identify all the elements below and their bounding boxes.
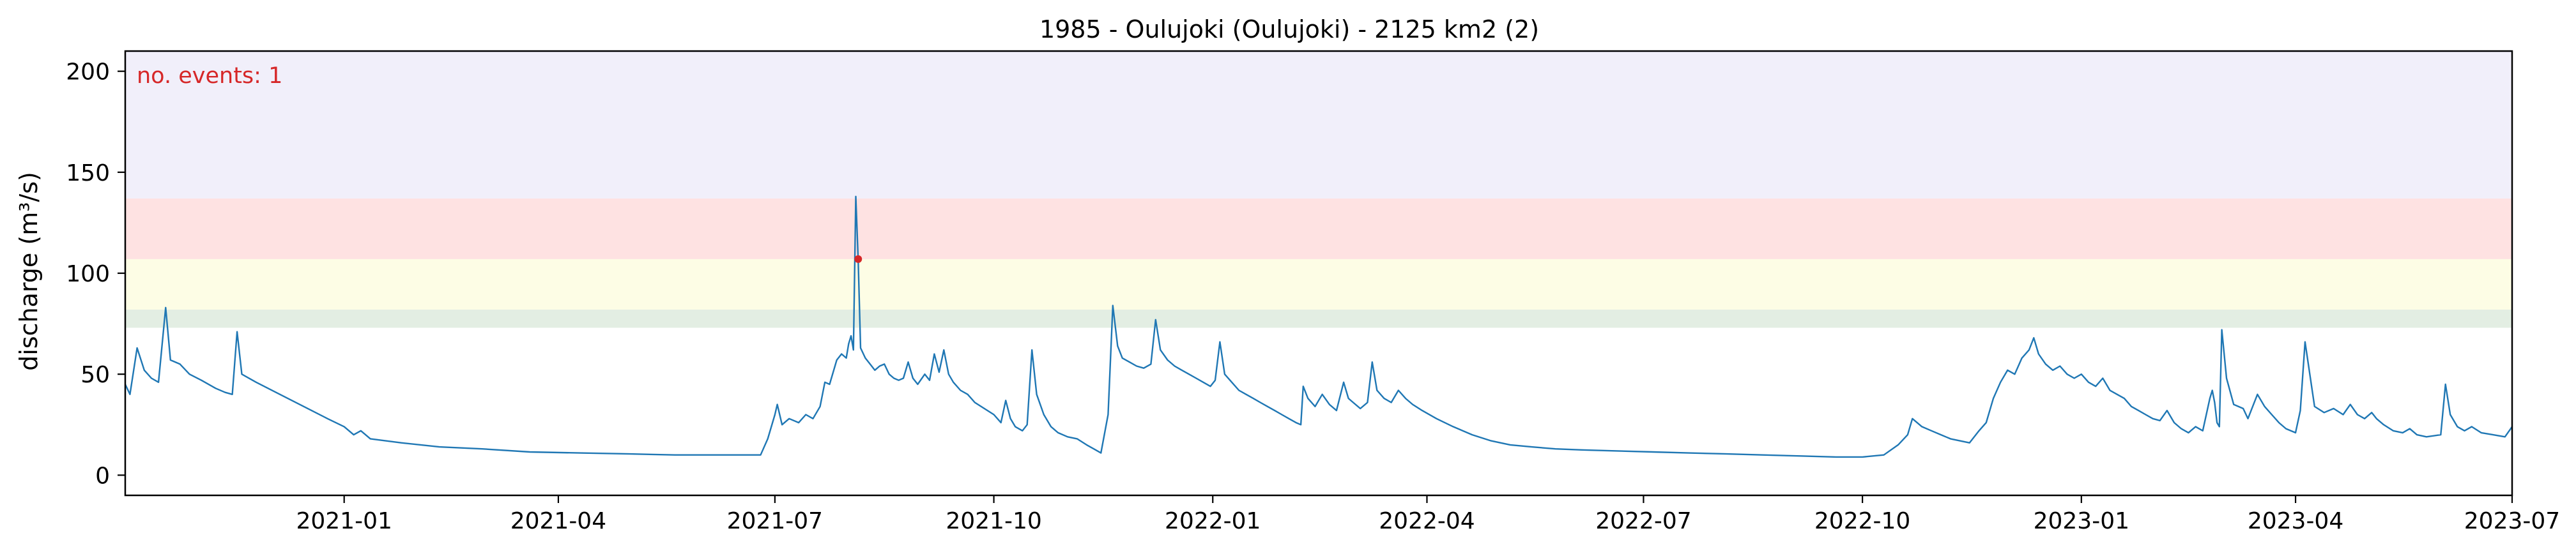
discharge-series-line — [124, 195, 2513, 458]
x-tick-label: 2021-10 — [946, 508, 1041, 534]
threshold-band-0 — [125, 309, 2512, 328]
threshold-bands — [125, 51, 2512, 328]
event-points — [854, 255, 862, 263]
series-layer — [124, 195, 2513, 458]
y-tick-label: 150 — [66, 160, 110, 186]
x-axis: 2021-01 2021-04 2021-07 2021-10 2022-01 2022-… — [296, 495, 2560, 534]
x-tick-label: 2022-04 — [1379, 508, 1475, 534]
y-tick-label: 100 — [66, 261, 110, 287]
threshold-band-2 — [125, 198, 2512, 259]
plot-area — [124, 50, 2513, 497]
events-annotation: no. events: 1 — [137, 63, 282, 89]
threshold-band-1 — [125, 259, 2512, 310]
x-tick-label: 2021-07 — [727, 508, 823, 534]
x-tick-label: 2021-04 — [510, 508, 606, 534]
x-tick-label: 2022-10 — [1814, 508, 1910, 534]
threshold-band-3 — [125, 51, 2512, 199]
y-tick-label: 200 — [66, 59, 110, 86]
x-tick-label: 2022-01 — [1165, 508, 1261, 534]
x-tick-label: 2022-07 — [1595, 508, 1691, 534]
x-tick-label: 2023-04 — [2248, 508, 2343, 534]
x-tick-label: 2023-01 — [2034, 508, 2129, 534]
x-tick-label: 2021-01 — [296, 508, 392, 534]
y-axis-label: discharge (m³/s) — [15, 172, 43, 371]
chart-title: 1985 - Oulujoki (Oulujoki) - 2125 km2 (2… — [1039, 15, 1539, 43]
event-point-0 — [854, 255, 862, 263]
x-tick-label: 2023-07 — [2464, 508, 2560, 534]
y-tick-label: 50 — [80, 362, 110, 388]
y-tick-label: 0 — [95, 463, 110, 489]
y-axis: 0 50 100 150 200 — [66, 59, 125, 489]
